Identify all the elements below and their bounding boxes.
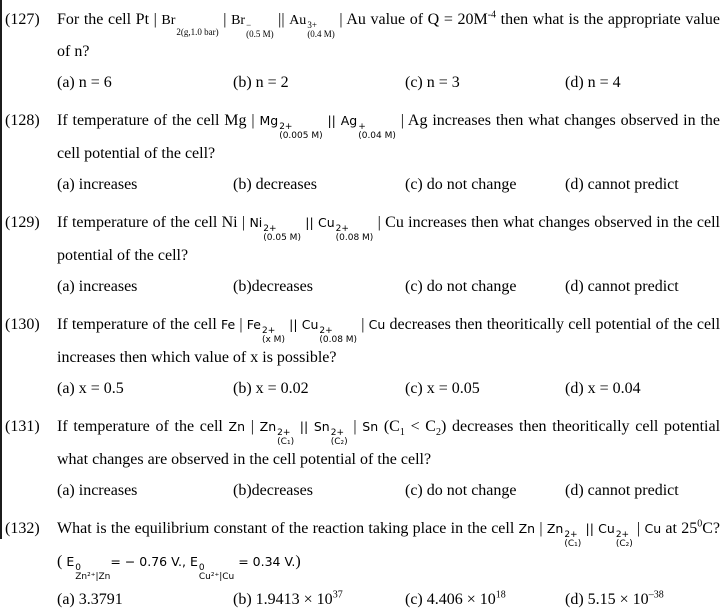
question-block: (131) If temperature of the cell Zn | Zn… xyxy=(5,414,720,504)
option-c: (c) do not change xyxy=(405,278,517,295)
options-row: (a) 3.3791 (b) 1.9413 × 1037 (c) 4.406 ×… xyxy=(57,587,720,613)
chem-species: Cu xyxy=(644,521,662,536)
chem-species: || xyxy=(294,419,314,434)
option-d: (d) cannot predict xyxy=(565,176,679,193)
question-body: For the cell Pt | Br 2(g,1.0 bar) | Br − (0… xyxy=(57,7,720,96)
option-c: (c) do not change xyxy=(405,482,517,499)
chem-formula: Br 2(g,1.0 bar) xyxy=(161,13,219,37)
chem-formula: E 0 Cu²⁺|Cu xyxy=(189,554,235,582)
question-block: (130) If temperature of the cell Fe | Fe… xyxy=(5,312,720,402)
question-block: (132) What is the equilibrium constant o… xyxy=(5,516,720,613)
chem-species: || xyxy=(284,317,302,332)
options-row: (a) n = 6 (b) n = 2 (c) n = 3 (d) n = 4 xyxy=(57,70,720,96)
chem-formula: Cu 2+ (C₂) xyxy=(598,521,633,549)
option-c: (c) n = 3 xyxy=(405,74,460,91)
option-d: (d) cannot predict xyxy=(565,278,679,295)
option-d: (d) 5.15 × 10–38 xyxy=(565,589,664,608)
chem-formula: Fe 2+ (x M) xyxy=(246,317,285,345)
question-text: If temperature of the cell Ni | Ni 2+ (0.0… xyxy=(57,214,721,264)
chem-formula: Zn 2+ (C₁) xyxy=(259,419,295,447)
chem-species: || xyxy=(300,215,318,230)
chem-formula: E 0 Zn²⁺|Zn xyxy=(66,554,111,582)
chem-species: = 0.34 V. xyxy=(234,554,296,569)
question-text: If temperature of the cell Mg | Mg 2+ (0.0… xyxy=(57,112,721,162)
question-text: For the cell Pt | Br 2(g,1.0 bar) | Br − (0… xyxy=(57,9,721,60)
option-c: (c) 4.406 × 1018 xyxy=(405,589,506,608)
option-c: (c) do not change xyxy=(405,176,517,193)
option-c: (c) x = 0.05 xyxy=(405,380,480,397)
chem-species: Cu xyxy=(368,317,386,332)
question-body: If temperature of the cell Zn | Zn 2+ (C₁)… xyxy=(57,414,720,504)
option-b: (b) 1.9413 × 1037 xyxy=(233,589,343,608)
chem-formula: Br − (0.5 M) xyxy=(231,13,274,39)
chem-species: || xyxy=(322,113,341,128)
option-a: (a) increases xyxy=(57,278,138,295)
chem-formula: Ni 2+ (0.05 M) xyxy=(249,215,301,243)
option-b: (b) x = 0.02 xyxy=(233,380,309,397)
options-row: (a) increases (b)decreases (c) do not ch… xyxy=(57,478,720,504)
option-a: (a) x = 0.5 xyxy=(57,380,124,397)
chem-formula: Zn 2+ (C₁) xyxy=(546,521,582,549)
chem-formula: Au 3+ (0.4 M) xyxy=(289,13,335,39)
option-d: (d) n = 4 xyxy=(565,74,621,91)
question-text: If temperature of the cell Zn | Zn 2+ (C₁)… xyxy=(57,418,721,468)
chem-formula: Sn 2+ (C₂) xyxy=(313,419,348,447)
question-number: (130) xyxy=(5,316,40,333)
option-a: (a) 3.3791 xyxy=(57,591,123,608)
chem-species: Zn xyxy=(228,419,246,434)
question-number: (127) xyxy=(5,11,40,28)
chem-formula: Ag + (0.04 M) xyxy=(340,113,396,141)
chem-formula: Cu 2+ (0.08 M) xyxy=(317,215,374,243)
question-number: (131) xyxy=(5,418,40,435)
option-a: (a) increases xyxy=(57,176,138,193)
question-text: What is the equilibrium constant of the … xyxy=(57,518,721,582)
options-row: (a) x = 0.5 (b) x = 0.02 (c) x = 0.05 (d… xyxy=(57,376,720,402)
option-b: (b)decreases xyxy=(233,482,313,499)
option-d: (d) cannot predict xyxy=(565,482,679,499)
question-block: (128) If temperature of the cell Mg | Mg… xyxy=(5,108,720,198)
question-number: (128) xyxy=(5,112,40,129)
options-row: (a) increases (b)decreases (c) do not ch… xyxy=(57,274,720,300)
option-a: (a) increases xyxy=(57,482,138,499)
question-block: (129) If temperature of the cell Ni | Ni… xyxy=(5,210,720,300)
chem-species: || xyxy=(581,521,599,536)
option-b: (b) decreases xyxy=(233,176,317,193)
question-block: (127) For the cell Pt | Br 2(g,1.0 bar) |… xyxy=(5,7,720,96)
chem-species: Zn xyxy=(518,521,536,536)
option-a: (a) n = 6 xyxy=(57,74,112,91)
options-row: (a) increases (b) decreases (c) do not c… xyxy=(57,172,720,198)
chem-species: Fe xyxy=(220,317,236,332)
question-body: If temperature of the cell Ni | Ni 2+ (0.0… xyxy=(57,210,720,300)
question-body: If temperature of the cell Fe | Fe 2+ (x M… xyxy=(57,312,720,402)
option-b: (b)decreases xyxy=(233,278,313,295)
question-text: If temperature of the cell Fe | Fe 2+ (x M… xyxy=(57,316,721,366)
question-body: If temperature of the cell Mg | Mg 2+ (0.0… xyxy=(57,108,720,198)
question-number: (129) xyxy=(5,214,40,231)
question-number: (132) xyxy=(5,520,40,537)
option-b: (b) n = 2 xyxy=(233,74,289,91)
question-body: What is the equilibrium constant of the … xyxy=(57,516,720,613)
chem-species: Sn xyxy=(362,419,379,434)
chem-formula: Mg 2+ (0.005 M) xyxy=(259,113,323,141)
chem-species: = − 0.76 V., xyxy=(110,554,190,569)
chem-formula: Cu 2+ (0.08 M) xyxy=(301,317,358,345)
option-d: (d) x = 0.04 xyxy=(565,380,641,397)
